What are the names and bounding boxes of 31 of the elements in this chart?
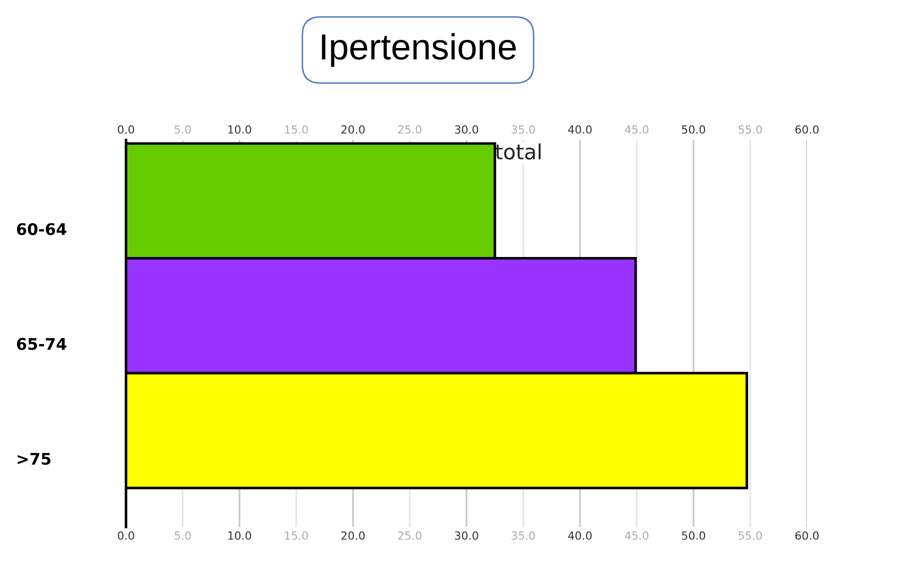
x-tick-label: 50.0 [682,531,706,540]
x2-tick-label: 15.0 [285,125,308,134]
x-tick-label: 0.0 [118,531,134,540]
chart-title: Ipertensione [322,33,516,67]
x2-tick-label: 30.0 [454,125,478,134]
y-tick-label: 60-64 [16,223,66,236]
x-tick-label: 5.0 [174,531,191,540]
series-label: total [495,143,541,160]
y-tick-label: >75 [18,452,50,465]
x2-tick-label: 35.0 [512,125,535,134]
x-tick-label: 55.0 [738,531,762,540]
x2-tick-label: 40.0 [568,125,592,134]
x-tick-label: 45.0 [624,531,648,540]
x2-tick-label: 20.0 [341,125,365,134]
x2-tick-label: 0.0 [118,125,134,134]
x-tick-label: 40.0 [568,531,592,540]
x2-tick-label: 25.0 [398,125,422,134]
x-tick-label: 10.0 [228,531,252,540]
x2-tick-label: 45.0 [624,125,648,134]
x-tick-label: 25.0 [398,531,422,540]
x-tick-label: 35.0 [512,531,535,540]
x-tick-label: 15.0 [285,531,308,540]
x-tick-label: 60.0 [795,531,819,540]
x2-tick-label: 55.0 [738,125,762,134]
x2-tick-label: 60.0 [795,125,819,134]
x-tick-label: 20.0 [341,531,365,540]
x-tick-label: 30.0 [454,531,478,540]
y-tick-label: 65-74 [16,338,66,350]
x2-tick-label: 5.0 [174,125,191,134]
x2-tick-label: 50.0 [682,125,706,134]
x2-tick-label: 10.0 [228,125,252,134]
